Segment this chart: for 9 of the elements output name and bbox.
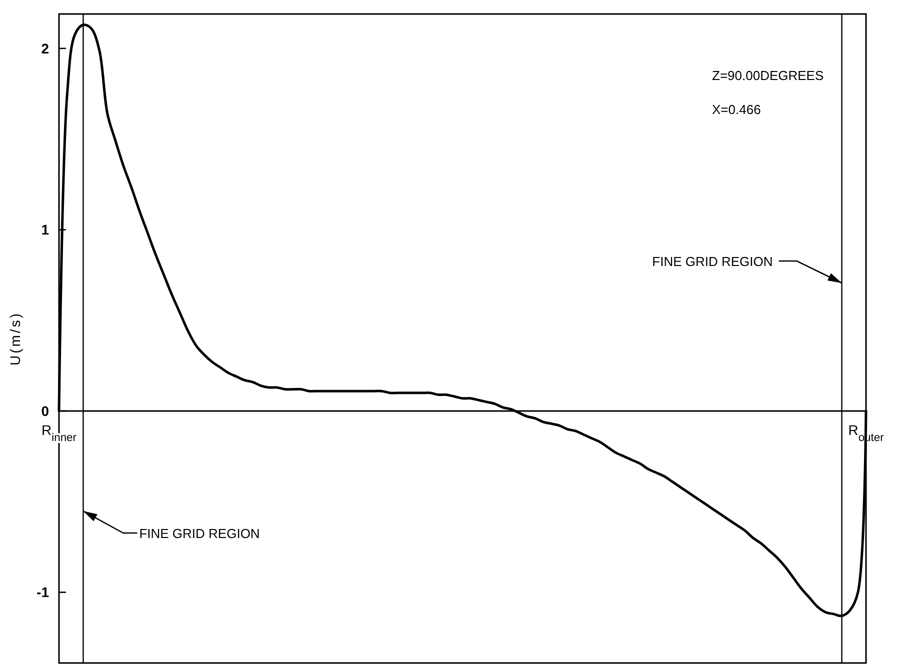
annotation: FINE GRID REGION (652, 254, 773, 270)
y-tick-label: 0 (41, 402, 50, 419)
y-axis-title: U(m/s) (7, 312, 23, 366)
annotation: X=0.466 (712, 102, 761, 117)
annotation: FINE GRID REGION (139, 526, 260, 542)
y-tick-label: 1 (41, 222, 50, 238)
y-tick-label: 2 (41, 40, 50, 56)
y-tick-label: -1 (36, 584, 50, 600)
annotation: Z=90.00DEGREES (712, 68, 824, 83)
